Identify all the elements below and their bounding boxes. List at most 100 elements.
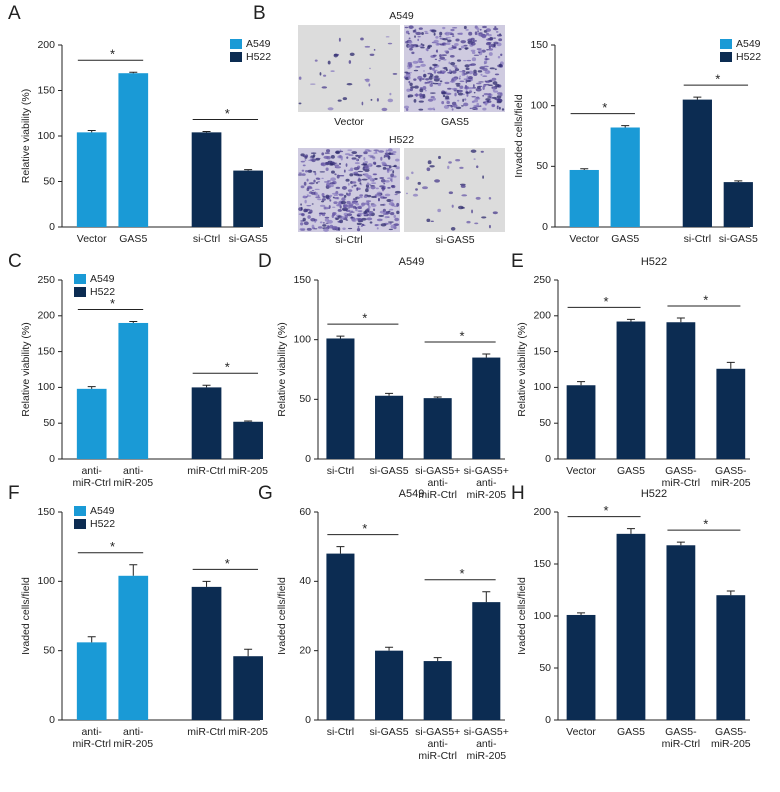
cell (384, 179, 390, 183)
cell (476, 48, 482, 51)
cell (412, 60, 419, 64)
x-tick-label: GAS5 (119, 233, 147, 245)
error-bar (244, 648, 253, 657)
cell (413, 69, 419, 72)
cell (478, 51, 481, 54)
bar (118, 73, 149, 228)
x-tick-label: GAS5- (715, 726, 747, 738)
cell (359, 194, 364, 197)
cell (481, 216, 487, 219)
cell (369, 221, 373, 224)
legend-label: H522 (90, 286, 115, 298)
cell (343, 169, 346, 173)
cell (417, 38, 420, 42)
cell (450, 28, 455, 32)
cell (307, 169, 313, 173)
cell (321, 192, 325, 197)
error-bar (129, 71, 138, 74)
cell (487, 33, 492, 37)
cell (331, 170, 335, 174)
cell (325, 194, 330, 199)
cell (488, 93, 492, 96)
bar (118, 575, 149, 720)
cell (367, 205, 371, 209)
cell (460, 45, 465, 49)
cell (385, 36, 390, 38)
error-bar (336, 546, 345, 554)
legend-label: H522 (246, 51, 271, 63)
cell (329, 182, 336, 185)
cell (474, 31, 478, 36)
cell (298, 102, 302, 105)
cell (455, 38, 460, 42)
cell (380, 156, 383, 161)
cell (435, 77, 441, 80)
cell (367, 154, 374, 157)
y-tick-label: 50 (43, 417, 55, 429)
cell (425, 48, 429, 51)
cell (488, 52, 493, 56)
cell (396, 210, 400, 215)
cell (342, 97, 348, 101)
cell (409, 47, 413, 51)
cell (368, 212, 372, 217)
cell (374, 224, 379, 227)
chart-title: A549 (399, 488, 425, 500)
y-axis-label: Relative viability (%) (20, 89, 32, 184)
cell (437, 208, 441, 213)
cell (441, 71, 445, 74)
cell (456, 59, 462, 62)
cell (348, 154, 354, 156)
cell (434, 58, 438, 61)
y-tick-label: 250 (533, 274, 551, 286)
bar (233, 170, 263, 227)
x-tick-label: miR-Ctrl (418, 489, 457, 501)
significance-label: * (603, 503, 608, 518)
y-tick-label: 100 (293, 333, 311, 345)
cell (485, 98, 491, 101)
cell (454, 42, 459, 46)
chart-title: H522 (641, 488, 667, 500)
cell (301, 169, 305, 172)
cell (442, 94, 446, 98)
cell (386, 170, 390, 173)
cell (335, 217, 339, 221)
error-bar (482, 353, 491, 358)
cell (332, 206, 336, 208)
cell (493, 43, 496, 47)
cell (471, 51, 476, 55)
cell (463, 60, 467, 62)
significance-label: * (225, 556, 230, 571)
cell (304, 199, 307, 204)
x-tick-label: si-Ctrl (193, 233, 220, 245)
bar (326, 553, 355, 720)
cell (298, 76, 302, 80)
cell (441, 91, 447, 95)
cell (350, 167, 354, 171)
y-tick-label: 250 (37, 274, 55, 286)
x-tick-label: Vector (566, 726, 596, 738)
cell (357, 196, 363, 199)
cell (457, 92, 464, 96)
cell (415, 188, 418, 191)
cell (429, 165, 435, 168)
cell (383, 182, 386, 185)
cell (492, 96, 497, 99)
cell (387, 148, 393, 152)
cell (496, 105, 499, 110)
cell (376, 227, 379, 230)
y-axis-label: Relative viability (%) (20, 322, 32, 417)
cell (442, 38, 448, 41)
cell (342, 227, 346, 230)
cell (387, 42, 393, 45)
cell (423, 73, 427, 78)
bar (566, 614, 596, 720)
cell (422, 44, 425, 47)
error-bar (129, 564, 138, 576)
cell (387, 186, 391, 189)
bar (610, 127, 640, 227)
cell (321, 198, 326, 201)
error-bar (693, 96, 702, 100)
cell (459, 85, 464, 89)
cell (389, 92, 392, 96)
